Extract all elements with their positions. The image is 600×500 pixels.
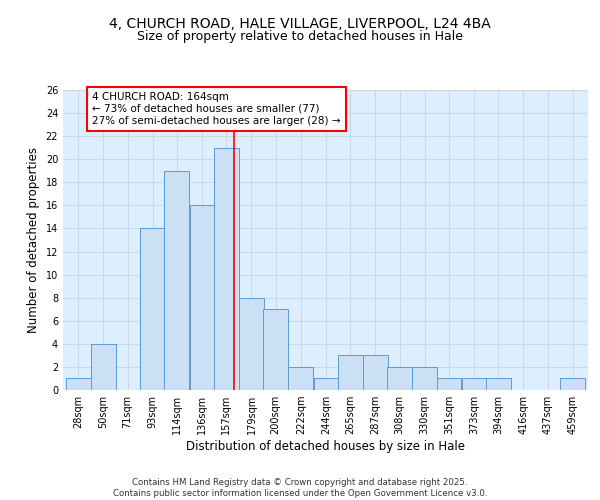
Bar — [560, 378, 585, 390]
Text: Contains HM Land Registry data © Crown copyright and database right 2025.
Contai: Contains HM Land Registry data © Crown c… — [113, 478, 487, 498]
Bar — [412, 367, 437, 390]
Bar — [486, 378, 511, 390]
Text: 4, CHURCH ROAD, HALE VILLAGE, LIVERPOOL, L24 4BA: 4, CHURCH ROAD, HALE VILLAGE, LIVERPOOL,… — [109, 18, 491, 32]
X-axis label: Distribution of detached houses by size in Hale: Distribution of detached houses by size … — [186, 440, 465, 453]
Bar — [214, 148, 239, 390]
Bar — [164, 171, 189, 390]
Text: Size of property relative to detached houses in Hale: Size of property relative to detached ho… — [137, 30, 463, 43]
Bar — [289, 367, 313, 390]
Bar — [437, 378, 461, 390]
Bar — [91, 344, 116, 390]
Bar — [239, 298, 264, 390]
Bar — [140, 228, 165, 390]
Bar — [190, 206, 214, 390]
Bar — [263, 309, 288, 390]
Bar — [314, 378, 338, 390]
Bar — [387, 367, 412, 390]
Bar — [66, 378, 91, 390]
Bar — [338, 356, 362, 390]
Bar — [462, 378, 487, 390]
Text: 4 CHURCH ROAD: 164sqm
← 73% of detached houses are smaller (77)
27% of semi-deta: 4 CHURCH ROAD: 164sqm ← 73% of detached … — [92, 92, 340, 126]
Y-axis label: Number of detached properties: Number of detached properties — [27, 147, 40, 333]
Bar — [363, 356, 388, 390]
